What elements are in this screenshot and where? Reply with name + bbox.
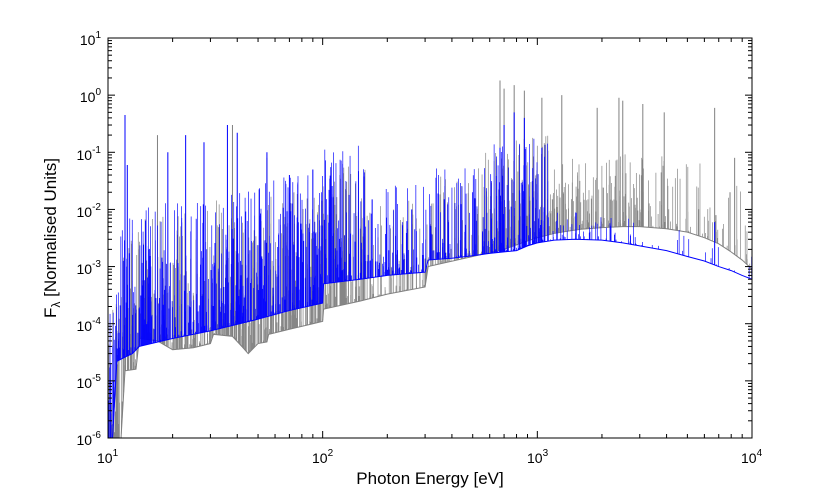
y-tick-label: 10-6 <box>77 430 102 448</box>
x-tick-label: 103 <box>527 448 549 466</box>
x-tick-label: 101 <box>97 448 119 466</box>
y-tick-label: 10-3 <box>77 259 102 277</box>
series-blue <box>108 112 752 438</box>
y-tick-label: 100 <box>80 87 102 105</box>
y-tick-label: 10-4 <box>77 316 102 334</box>
series-line-forest <box>108 138 752 438</box>
y-tick-label: 10-5 <box>77 373 102 391</box>
series-continuum <box>108 238 752 438</box>
y-tick-labels: 10-6 10-5 10-4 10-3 10-2 10-1 100 101 <box>77 30 102 448</box>
y-tick-label: 101 <box>80 30 102 48</box>
x-axis-label: Photon Energy [eV] <box>356 469 503 488</box>
x-tick-label: 102 <box>312 448 334 466</box>
series-layer <box>108 80 752 438</box>
x-tick-label: 104 <box>741 448 763 466</box>
y-tick-label: 10-1 <box>77 145 102 163</box>
y-axis-label: Fλ [Normalised Units] <box>41 158 63 318</box>
plot-frame <box>107 37 753 439</box>
y-tick-label: 10-2 <box>77 202 102 220</box>
x-tick-labels: 101 102 103 104 <box>97 448 763 466</box>
ticks-layer <box>107 37 753 439</box>
